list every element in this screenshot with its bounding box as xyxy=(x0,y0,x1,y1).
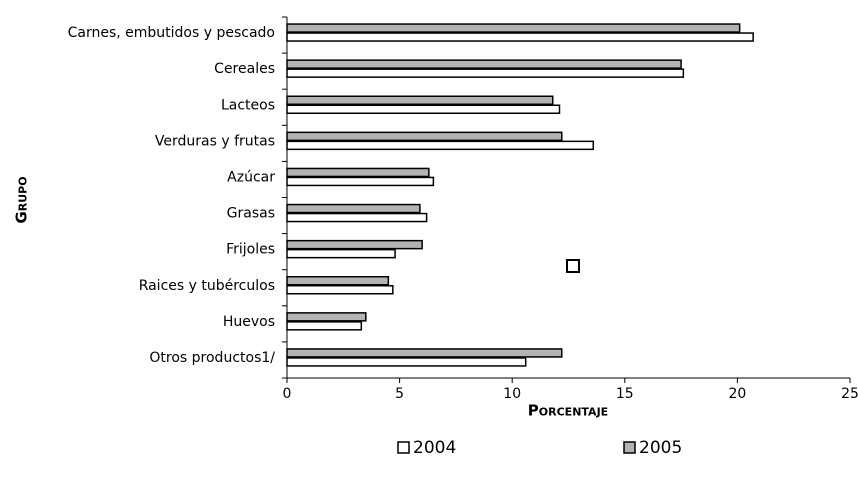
bar xyxy=(286,321,363,331)
bar xyxy=(286,276,390,286)
y-tick-label: Lacteos xyxy=(221,97,275,113)
bar xyxy=(286,239,423,250)
x-tick-label: 20 xyxy=(728,386,746,402)
bar xyxy=(286,95,554,105)
x-tick-label: 5 xyxy=(395,386,404,402)
x-tick-label: 15 xyxy=(616,386,634,402)
bar xyxy=(286,348,563,358)
y-tick-label: Cereales xyxy=(214,61,275,77)
bar xyxy=(286,285,394,295)
y-tick-label: Carnes, embutidos y pescado xyxy=(68,25,275,41)
x-tick-label: 25 xyxy=(841,386,858,402)
legend-swatch xyxy=(623,441,636,454)
bar xyxy=(286,312,367,322)
bar xyxy=(286,248,396,259)
y-tick-label: Frijoles xyxy=(226,242,275,258)
bar xyxy=(286,104,561,114)
stray-marker xyxy=(566,259,580,273)
y-tick-label: Raices y tubérculos xyxy=(139,278,275,294)
bar xyxy=(286,176,435,187)
y-tick-label: Grasas xyxy=(227,206,275,222)
x-tick-label: 10 xyxy=(503,386,521,402)
y-tick-label: Verduras y frutas xyxy=(155,133,275,149)
x-tick-label: 0 xyxy=(283,386,292,402)
y-tick-label: Azúcar xyxy=(227,169,275,185)
bar xyxy=(286,59,682,69)
bar xyxy=(286,357,527,367)
legend-label: 2004 xyxy=(413,438,456,458)
legend-swatch xyxy=(397,441,410,454)
legend-label: 2005 xyxy=(639,438,682,458)
bar xyxy=(286,23,741,33)
y-tick-label: Huevos xyxy=(223,314,275,330)
bar xyxy=(286,140,595,151)
x-axis-title: Porcentaje xyxy=(528,402,608,420)
bar xyxy=(286,32,754,42)
bar xyxy=(286,212,428,223)
bar xyxy=(286,167,430,178)
y-tick-label: Otros productos1/ xyxy=(149,350,275,366)
bar xyxy=(286,68,685,78)
bar xyxy=(286,131,563,142)
y-axis-title: Grupo xyxy=(13,176,31,223)
bar xyxy=(286,203,421,214)
